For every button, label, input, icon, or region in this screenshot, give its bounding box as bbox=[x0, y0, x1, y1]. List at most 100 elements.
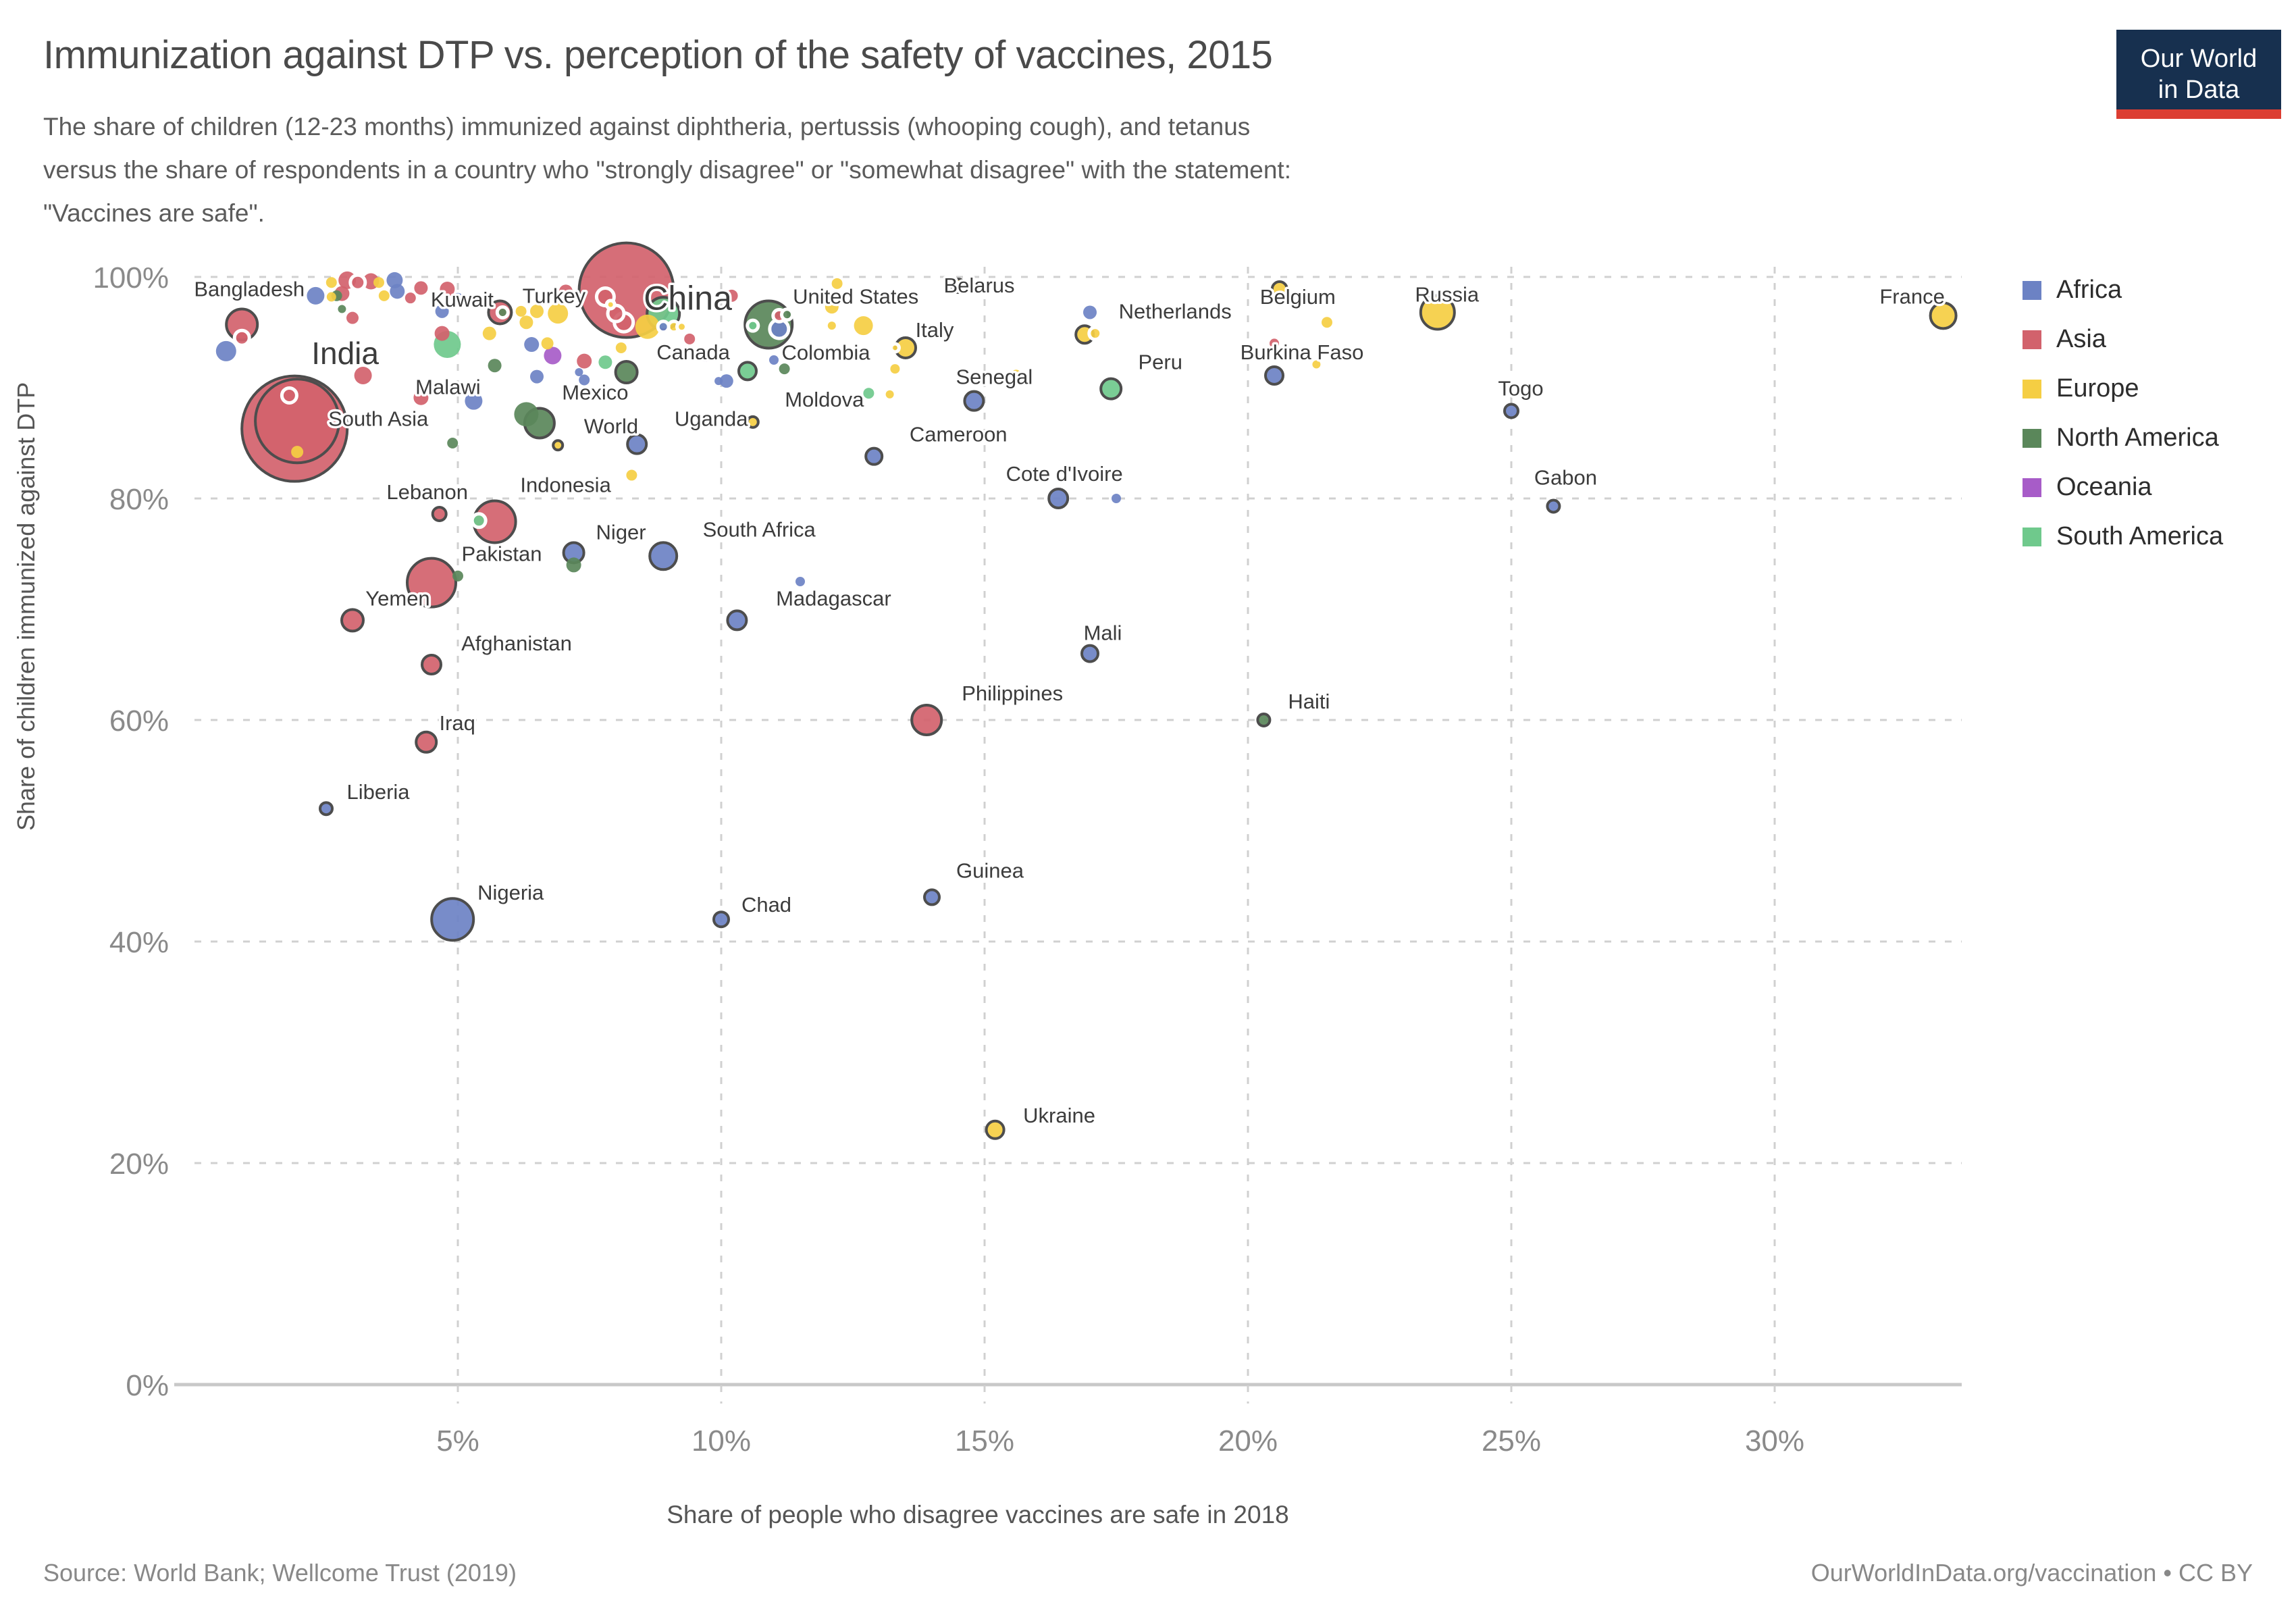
data-point[interactable] bbox=[452, 292, 464, 305]
data-point[interactable] bbox=[1083, 305, 1097, 319]
data-point[interactable] bbox=[447, 438, 459, 448]
data-point[interactable] bbox=[725, 289, 738, 302]
data-point-liberia[interactable] bbox=[319, 801, 334, 817]
data-point[interactable] bbox=[779, 363, 790, 375]
data-point-philippines[interactable] bbox=[910, 704, 943, 736]
data-point[interactable] bbox=[885, 390, 894, 398]
data-point[interactable] bbox=[530, 304, 544, 318]
data-point[interactable] bbox=[378, 290, 390, 301]
data-point-chad[interactable] bbox=[712, 910, 730, 929]
data-point-uganda[interactable] bbox=[626, 433, 648, 455]
data-point[interactable] bbox=[598, 355, 612, 369]
data-point-madagascar[interactable] bbox=[726, 609, 748, 632]
data-point[interactable] bbox=[719, 374, 733, 388]
data-point[interactable] bbox=[854, 316, 873, 336]
data-point[interactable] bbox=[544, 346, 562, 365]
data-point[interactable] bbox=[354, 366, 372, 384]
data-point[interactable] bbox=[452, 570, 463, 582]
legend-item-north-america[interactable]: North America bbox=[2023, 423, 2223, 453]
data-point-peru[interactable] bbox=[1099, 377, 1123, 401]
data-point[interactable] bbox=[699, 349, 712, 362]
data-point[interactable] bbox=[831, 278, 843, 289]
data-point[interactable] bbox=[684, 333, 696, 344]
data-point-south-africa[interactable] bbox=[648, 541, 679, 571]
data-point-lebanon[interactable] bbox=[431, 505, 448, 522]
data-point[interactable] bbox=[488, 359, 502, 373]
data-point[interactable] bbox=[232, 328, 251, 347]
legend-item-europe[interactable]: Europe bbox=[2023, 374, 2223, 403]
data-point[interactable] bbox=[714, 377, 723, 386]
data-point[interactable] bbox=[1270, 338, 1279, 349]
data-point[interactable] bbox=[1312, 360, 1321, 369]
data-point[interactable] bbox=[435, 304, 449, 318]
data-point[interactable] bbox=[795, 577, 805, 586]
data-point[interactable] bbox=[215, 340, 236, 361]
data-point[interactable] bbox=[577, 353, 592, 369]
data-point[interactable] bbox=[530, 369, 544, 384]
data-point[interactable] bbox=[890, 364, 900, 374]
data-point[interactable] bbox=[1011, 369, 1021, 380]
legend-item-south-america[interactable]: South America bbox=[2023, 522, 2223, 551]
data-point[interactable] bbox=[390, 284, 405, 299]
owid-link[interactable]: OurWorldInData.org/vaccination bbox=[1810, 1559, 2157, 1587]
data-point-malawi[interactable] bbox=[465, 392, 483, 410]
data-point-nigeria[interactable] bbox=[430, 897, 475, 942]
data-point-togo[interactable] bbox=[1503, 403, 1519, 419]
data-point[interactable] bbox=[346, 311, 359, 324]
legend-item-africa[interactable]: Africa bbox=[2023, 276, 2223, 305]
data-point[interactable] bbox=[291, 446, 304, 459]
data-point-gabon[interactable] bbox=[1546, 498, 1561, 514]
data-point[interactable] bbox=[414, 281, 428, 295]
data-point[interactable] bbox=[626, 469, 637, 481]
data-point[interactable] bbox=[326, 292, 336, 302]
data-point-yemen[interactable] bbox=[340, 608, 365, 633]
data-point-guinea[interactable] bbox=[923, 888, 941, 906]
data-point[interactable] bbox=[575, 368, 583, 377]
data-point[interactable] bbox=[635, 314, 660, 339]
data-point-cameroon[interactable] bbox=[864, 446, 884, 466]
data-point-kuwait[interactable] bbox=[440, 282, 455, 297]
data-point-ukraine[interactable] bbox=[985, 1119, 1006, 1140]
data-point[interactable] bbox=[827, 321, 836, 330]
data-point[interactable] bbox=[552, 439, 565, 452]
data-point[interactable] bbox=[515, 305, 527, 317]
data-point[interactable] bbox=[558, 284, 573, 299]
legend-item-oceania[interactable]: Oceania bbox=[2023, 473, 2223, 502]
data-point[interactable] bbox=[769, 355, 779, 365]
data-point[interactable] bbox=[482, 326, 496, 340]
data-point[interactable] bbox=[434, 326, 450, 341]
data-point[interactable] bbox=[746, 318, 760, 333]
data-point[interactable] bbox=[373, 277, 384, 288]
data-point-india[interactable] bbox=[254, 378, 341, 465]
data-point[interactable] bbox=[470, 512, 488, 530]
data-point-france[interactable] bbox=[1929, 301, 1958, 330]
data-point-mexico[interactable] bbox=[514, 402, 539, 427]
data-point-pakistan[interactable] bbox=[406, 557, 457, 609]
data-point-senegal[interactable] bbox=[963, 390, 985, 412]
data-point[interactable] bbox=[604, 299, 617, 311]
data-point[interactable] bbox=[348, 273, 367, 292]
data-point[interactable] bbox=[1087, 326, 1103, 342]
data-point[interactable] bbox=[889, 342, 901, 354]
data-point-burkina-faso[interactable] bbox=[1264, 365, 1284, 386]
data-point[interactable] bbox=[541, 337, 554, 350]
data-point[interactable] bbox=[524, 337, 540, 353]
data-point[interactable] bbox=[325, 277, 337, 288]
data-point[interactable] bbox=[1322, 317, 1332, 328]
data-point-colombia[interactable] bbox=[737, 361, 758, 382]
data-point[interactable] bbox=[519, 315, 533, 330]
data-point[interactable] bbox=[1296, 349, 1305, 359]
data-point[interactable] bbox=[707, 302, 714, 309]
data-point-moldova[interactable] bbox=[746, 415, 760, 429]
data-point[interactable] bbox=[280, 386, 298, 405]
data-point[interactable] bbox=[579, 374, 590, 386]
data-point[interactable] bbox=[413, 390, 429, 405]
data-point[interactable] bbox=[675, 320, 688, 334]
data-point-cote-d-ivoire[interactable] bbox=[1047, 488, 1070, 509]
data-point[interactable] bbox=[405, 292, 416, 304]
data-point-canada[interactable] bbox=[614, 360, 639, 385]
data-point[interactable] bbox=[863, 388, 875, 399]
data-point-haiti[interactable] bbox=[1256, 713, 1272, 727]
data-point[interactable] bbox=[548, 303, 569, 324]
data-point[interactable] bbox=[1112, 494, 1121, 503]
